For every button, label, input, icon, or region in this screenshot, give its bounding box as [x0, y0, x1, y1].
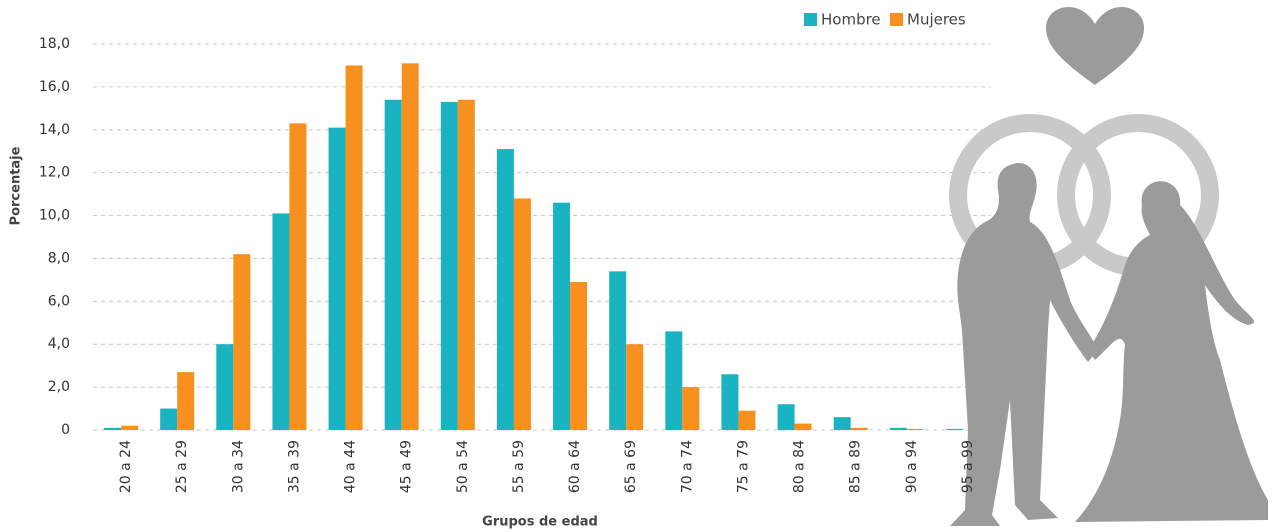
- bar: [289, 123, 307, 430]
- bar: [440, 101, 458, 431]
- y-tick-label: 4,0: [48, 336, 70, 352]
- bar: [794, 423, 812, 430]
- y-tick-label: 2,0: [48, 379, 70, 395]
- bride-silhouette: [1075, 181, 1268, 522]
- y-tick-label: 16,0: [39, 79, 70, 95]
- bar: [889, 427, 907, 430]
- heart-icon: [1046, 6, 1144, 85]
- x-tick-label: 70 a 74: [679, 440, 695, 493]
- x-tick-label: 50 a 54: [455, 440, 471, 493]
- x-axis-title: Grupos de edad: [482, 515, 598, 530]
- bar: [850, 427, 868, 430]
- bar: [665, 331, 683, 430]
- bar: [233, 254, 251, 430]
- bar: [833, 417, 851, 430]
- bar: [513, 198, 531, 430]
- y-tick-label: 14,0: [39, 122, 70, 138]
- bar: [609, 271, 627, 430]
- bar: [777, 404, 795, 430]
- bar: [104, 427, 122, 430]
- x-tick-label: 30 a 34: [230, 440, 246, 493]
- x-tick-label: 85 a 89: [848, 440, 864, 493]
- legend-label: Mujeres: [907, 11, 966, 29]
- bar: [906, 428, 924, 430]
- bar: [945, 428, 963, 430]
- groom-silhouette: [950, 163, 1098, 526]
- wedding-illustration: [949, 6, 1268, 526]
- bar: [721, 374, 739, 430]
- bar: [738, 410, 756, 430]
- y-tick-label: 12,0: [39, 165, 70, 181]
- x-tick-label: 60 a 64: [567, 440, 583, 493]
- x-tick-label: 55 a 59: [511, 440, 527, 493]
- x-tick-label: 75 a 79: [735, 440, 751, 493]
- bar: [272, 213, 290, 430]
- bar: [177, 372, 195, 430]
- x-tick-label: 90 a 94: [904, 440, 920, 493]
- bar: [626, 344, 644, 430]
- bar: [401, 63, 419, 431]
- bar: [496, 149, 514, 431]
- bar: [328, 127, 346, 430]
- bar: [682, 387, 700, 430]
- y-tick-label: 10,0: [39, 208, 70, 224]
- bar: [553, 202, 571, 430]
- y-tick-label: 8,0: [48, 250, 70, 266]
- x-tick-label: 45 a 49: [399, 440, 415, 493]
- y-tick-label: 18,0: [39, 36, 70, 52]
- bar: [457, 99, 475, 430]
- bar: [345, 65, 363, 430]
- x-tick-label: 25 a 29: [174, 440, 190, 493]
- bar: [216, 344, 234, 430]
- y-axis-title: Porcentaje: [9, 146, 24, 225]
- x-tick-label: 40 a 44: [343, 440, 359, 493]
- legend-swatch: [804, 13, 817, 26]
- x-tick-label: 20 a 24: [118, 440, 134, 493]
- legend-swatch: [890, 13, 903, 26]
- x-tick-label: 95 a 99: [960, 440, 976, 493]
- x-tick-label: 35 a 39: [286, 440, 302, 493]
- bar: [160, 408, 178, 430]
- bar: [570, 282, 588, 430]
- y-tick-label: 0: [61, 422, 70, 438]
- bar: [384, 99, 402, 430]
- x-tick-label: 80 a 84: [792, 440, 808, 493]
- legend-label: Hombre: [821, 11, 881, 29]
- x-tick-label: 65 a 69: [623, 440, 639, 493]
- bar: [121, 425, 139, 430]
- y-tick-label: 6,0: [48, 293, 70, 309]
